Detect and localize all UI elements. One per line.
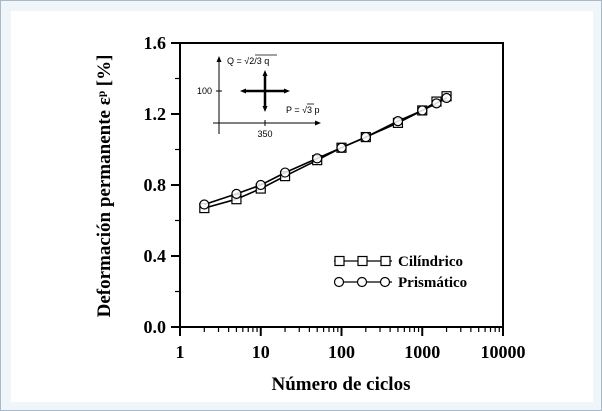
legend-marker-prismatico-2 [356, 276, 368, 288]
inset-q-arrow [216, 56, 222, 62]
inset-arrow-down [262, 106, 268, 112]
legend: Cilíndrico Prismático [333, 254, 467, 291]
y-tick-label-1: 0.4 [144, 246, 167, 266]
y-tick-label-3: 1.2 [144, 104, 167, 124]
legend-label-prismatico: Prismático [398, 275, 467, 291]
point-prismatico [231, 188, 242, 199]
inset-arrow-right [284, 88, 290, 94]
stress-path-inset: Q = √2/3 q P = √3 p 100 350 [197, 54, 321, 139]
x-tick-label-1000: 1000 [404, 342, 440, 362]
legend-marker-prismatico-1 [333, 276, 345, 288]
point-prismatico [199, 199, 210, 210]
inset-p-value: 350 [257, 129, 272, 139]
series-line-prismatico [204, 97, 447, 206]
inset-q-value: 100 [197, 86, 212, 96]
point-prismatico [431, 98, 442, 109]
point-prismatico [360, 131, 371, 143]
inset-p-arrow [315, 120, 321, 126]
legend-marker-cilindrico-3 [380, 255, 391, 267]
inset-q-label: Q = √2/3 q [227, 56, 269, 66]
series-layer [199, 91, 452, 214]
figure-card [11, 11, 593, 402]
y-tick-label-0: 0.0 [144, 317, 167, 337]
x-tick-label-100: 100 [328, 342, 355, 362]
point-prismatico [279, 167, 291, 178]
inset-arrow-left [240, 88, 246, 94]
inset-p-label: P = √3 p [286, 105, 320, 115]
x-tick-label-10000: 10000 [481, 342, 526, 362]
point-prismatico [441, 92, 452, 104]
legend-marker-cilindrico-2 [357, 255, 368, 267]
point-prismatico [336, 142, 347, 153]
point-prismatico [417, 105, 428, 116]
x-tick-label-10: 10 [252, 342, 270, 362]
point-prismatico [312, 153, 323, 164]
plot-axes: 1 10 100 1000 10000 0.0 0.4 0.8 1.2 1.6 [144, 33, 526, 362]
y-tick-label-4: 1.6 [144, 33, 167, 53]
legend-label-cilindrico: Cilíndrico [398, 254, 463, 270]
x-tick-label-1: 1 [176, 342, 185, 362]
legend-marker-prismatico-3 [379, 276, 391, 288]
x-axis-title: Número de ciclos [272, 374, 411, 395]
y-axis-title: Deformación permanente εᵖ [%] [94, 55, 115, 318]
legend-marker-cilindrico-1 [334, 255, 345, 267]
point-prismatico [392, 115, 404, 127]
point-prismatico [255, 179, 266, 191]
y-tick-label-2: 0.8 [144, 175, 167, 195]
inset-arrow-up [262, 70, 268, 76]
